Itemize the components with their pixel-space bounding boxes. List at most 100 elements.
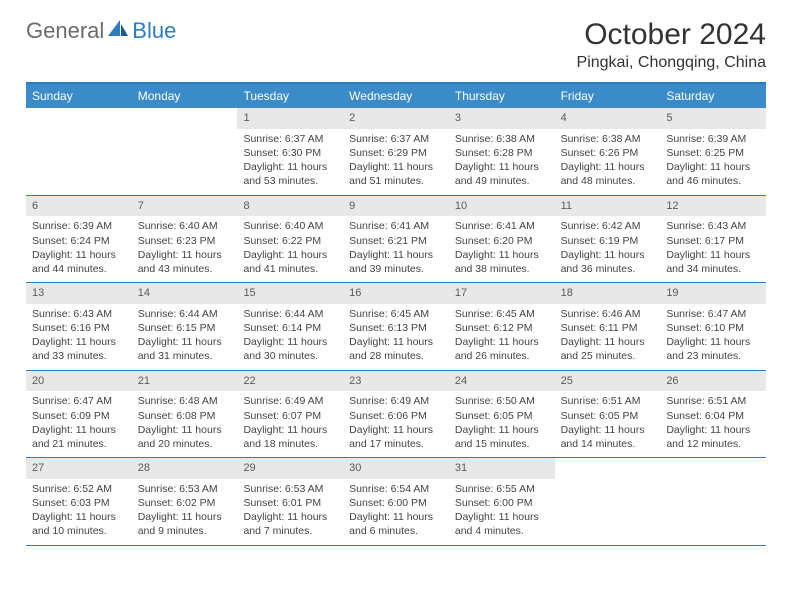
sunrise-text: Sunrise: 6:44 AM <box>138 307 232 321</box>
day-content: Sunrise: 6:51 AMSunset: 6:04 PMDaylight:… <box>660 391 766 457</box>
day-number: 4 <box>555 108 661 129</box>
daylight-text: Daylight: 11 hours and 15 minutes. <box>455 423 549 451</box>
day-number: 14 <box>132 283 238 304</box>
day-cell: 11Sunrise: 6:42 AMSunset: 6:19 PMDayligh… <box>555 196 661 283</box>
day-cell: 1Sunrise: 6:37 AMSunset: 6:30 PMDaylight… <box>237 108 343 195</box>
day-cell: 17Sunrise: 6:45 AMSunset: 6:12 PMDayligh… <box>449 283 555 370</box>
sunset-text: Sunset: 6:00 PM <box>349 496 443 510</box>
day-content: Sunrise: 6:37 AMSunset: 6:29 PMDaylight:… <box>343 129 449 195</box>
day-number: 24 <box>449 371 555 392</box>
day-content: Sunrise: 6:47 AMSunset: 6:09 PMDaylight:… <box>26 391 132 457</box>
day-content: Sunrise: 6:38 AMSunset: 6:28 PMDaylight:… <box>449 129 555 195</box>
day-number: 15 <box>237 283 343 304</box>
sunrise-text: Sunrise: 6:43 AM <box>666 219 760 233</box>
day-cell: 8Sunrise: 6:40 AMSunset: 6:22 PMDaylight… <box>237 196 343 283</box>
day-cell: 29Sunrise: 6:53 AMSunset: 6:01 PMDayligh… <box>237 458 343 545</box>
day-cell <box>132 108 238 195</box>
day-content: Sunrise: 6:44 AMSunset: 6:14 PMDaylight:… <box>237 304 343 370</box>
logo-sail-icon <box>108 20 130 43</box>
day-cell: 15Sunrise: 6:44 AMSunset: 6:14 PMDayligh… <box>237 283 343 370</box>
day-content: Sunrise: 6:40 AMSunset: 6:23 PMDaylight:… <box>132 216 238 282</box>
day-number: 9 <box>343 196 449 217</box>
sunset-text: Sunset: 6:15 PM <box>138 321 232 335</box>
day-number: 26 <box>660 371 766 392</box>
daylight-text: Daylight: 11 hours and 39 minutes. <box>349 248 443 276</box>
daylight-text: Daylight: 11 hours and 10 minutes. <box>32 510 126 538</box>
day-cell: 31Sunrise: 6:55 AMSunset: 6:00 PMDayligh… <box>449 458 555 545</box>
sunset-text: Sunset: 6:30 PM <box>243 146 337 160</box>
day-cell: 3Sunrise: 6:38 AMSunset: 6:28 PMDaylight… <box>449 108 555 195</box>
day-number <box>132 108 238 114</box>
title-block: October 2024 Pingkai, Chongqing, China <box>577 18 766 72</box>
week-row: 20Sunrise: 6:47 AMSunset: 6:09 PMDayligh… <box>26 371 766 459</box>
day-cell <box>555 458 661 545</box>
sunset-text: Sunset: 6:10 PM <box>666 321 760 335</box>
sunrise-text: Sunrise: 6:51 AM <box>666 394 760 408</box>
sunset-text: Sunset: 6:13 PM <box>349 321 443 335</box>
day-content: Sunrise: 6:40 AMSunset: 6:22 PMDaylight:… <box>237 216 343 282</box>
day-number: 17 <box>449 283 555 304</box>
day-number: 28 <box>132 458 238 479</box>
day-cell: 2Sunrise: 6:37 AMSunset: 6:29 PMDaylight… <box>343 108 449 195</box>
daylight-text: Daylight: 11 hours and 53 minutes. <box>243 160 337 188</box>
daylight-text: Daylight: 11 hours and 51 minutes. <box>349 160 443 188</box>
daylight-text: Daylight: 11 hours and 25 minutes. <box>561 335 655 363</box>
daylight-text: Daylight: 11 hours and 34 minutes. <box>666 248 760 276</box>
daylight-text: Daylight: 11 hours and 46 minutes. <box>666 160 760 188</box>
sunset-text: Sunset: 6:14 PM <box>243 321 337 335</box>
day-number: 25 <box>555 371 661 392</box>
weekday-tuesday: Tuesday <box>237 84 343 108</box>
sunset-text: Sunset: 6:26 PM <box>561 146 655 160</box>
day-content: Sunrise: 6:43 AMSunset: 6:17 PMDaylight:… <box>660 216 766 282</box>
day-cell: 14Sunrise: 6:44 AMSunset: 6:15 PMDayligh… <box>132 283 238 370</box>
day-number: 18 <box>555 283 661 304</box>
day-content: Sunrise: 6:55 AMSunset: 6:00 PMDaylight:… <box>449 479 555 545</box>
sunrise-text: Sunrise: 6:37 AM <box>349 132 443 146</box>
sunset-text: Sunset: 6:23 PM <box>138 234 232 248</box>
sunrise-text: Sunrise: 6:38 AM <box>455 132 549 146</box>
day-content: Sunrise: 6:41 AMSunset: 6:20 PMDaylight:… <box>449 216 555 282</box>
sunset-text: Sunset: 6:05 PM <box>561 409 655 423</box>
day-number <box>555 458 661 464</box>
sunset-text: Sunset: 6:08 PM <box>138 409 232 423</box>
day-cell: 20Sunrise: 6:47 AMSunset: 6:09 PMDayligh… <box>26 371 132 458</box>
sunrise-text: Sunrise: 6:50 AM <box>455 394 549 408</box>
day-number: 21 <box>132 371 238 392</box>
sunrise-text: Sunrise: 6:40 AM <box>243 219 337 233</box>
day-content: Sunrise: 6:39 AMSunset: 6:24 PMDaylight:… <box>26 216 132 282</box>
day-content: Sunrise: 6:49 AMSunset: 6:07 PMDaylight:… <box>237 391 343 457</box>
day-cell: 5Sunrise: 6:39 AMSunset: 6:25 PMDaylight… <box>660 108 766 195</box>
day-number: 29 <box>237 458 343 479</box>
sunrise-text: Sunrise: 6:47 AM <box>666 307 760 321</box>
day-cell <box>660 458 766 545</box>
daylight-text: Daylight: 11 hours and 14 minutes. <box>561 423 655 451</box>
weekday-header-row: SundayMondayTuesdayWednesdayThursdayFrid… <box>26 84 766 108</box>
day-cell: 30Sunrise: 6:54 AMSunset: 6:00 PMDayligh… <box>343 458 449 545</box>
day-content: Sunrise: 6:49 AMSunset: 6:06 PMDaylight:… <box>343 391 449 457</box>
weekday-friday: Friday <box>555 84 661 108</box>
sunrise-text: Sunrise: 6:45 AM <box>349 307 443 321</box>
sunrise-text: Sunrise: 6:53 AM <box>138 482 232 496</box>
day-number: 8 <box>237 196 343 217</box>
day-number: 23 <box>343 371 449 392</box>
sunrise-text: Sunrise: 6:39 AM <box>32 219 126 233</box>
sunrise-text: Sunrise: 6:55 AM <box>455 482 549 496</box>
month-title: October 2024 <box>577 18 766 52</box>
sunrise-text: Sunrise: 6:38 AM <box>561 132 655 146</box>
logo-text-blue: Blue <box>132 18 176 44</box>
day-cell: 9Sunrise: 6:41 AMSunset: 6:21 PMDaylight… <box>343 196 449 283</box>
week-row: 27Sunrise: 6:52 AMSunset: 6:03 PMDayligh… <box>26 458 766 546</box>
day-content: Sunrise: 6:44 AMSunset: 6:15 PMDaylight:… <box>132 304 238 370</box>
day-content: Sunrise: 6:45 AMSunset: 6:12 PMDaylight:… <box>449 304 555 370</box>
sunset-text: Sunset: 6:11 PM <box>561 321 655 335</box>
week-row: 13Sunrise: 6:43 AMSunset: 6:16 PMDayligh… <box>26 283 766 371</box>
sunrise-text: Sunrise: 6:46 AM <box>561 307 655 321</box>
day-content: Sunrise: 6:46 AMSunset: 6:11 PMDaylight:… <box>555 304 661 370</box>
sunrise-text: Sunrise: 6:41 AM <box>349 219 443 233</box>
day-content: Sunrise: 6:50 AMSunset: 6:05 PMDaylight:… <box>449 391 555 457</box>
sunrise-text: Sunrise: 6:40 AM <box>138 219 232 233</box>
day-cell: 23Sunrise: 6:49 AMSunset: 6:06 PMDayligh… <box>343 371 449 458</box>
sunrise-text: Sunrise: 6:47 AM <box>32 394 126 408</box>
daylight-text: Daylight: 11 hours and 38 minutes. <box>455 248 549 276</box>
sunrise-text: Sunrise: 6:51 AM <box>561 394 655 408</box>
